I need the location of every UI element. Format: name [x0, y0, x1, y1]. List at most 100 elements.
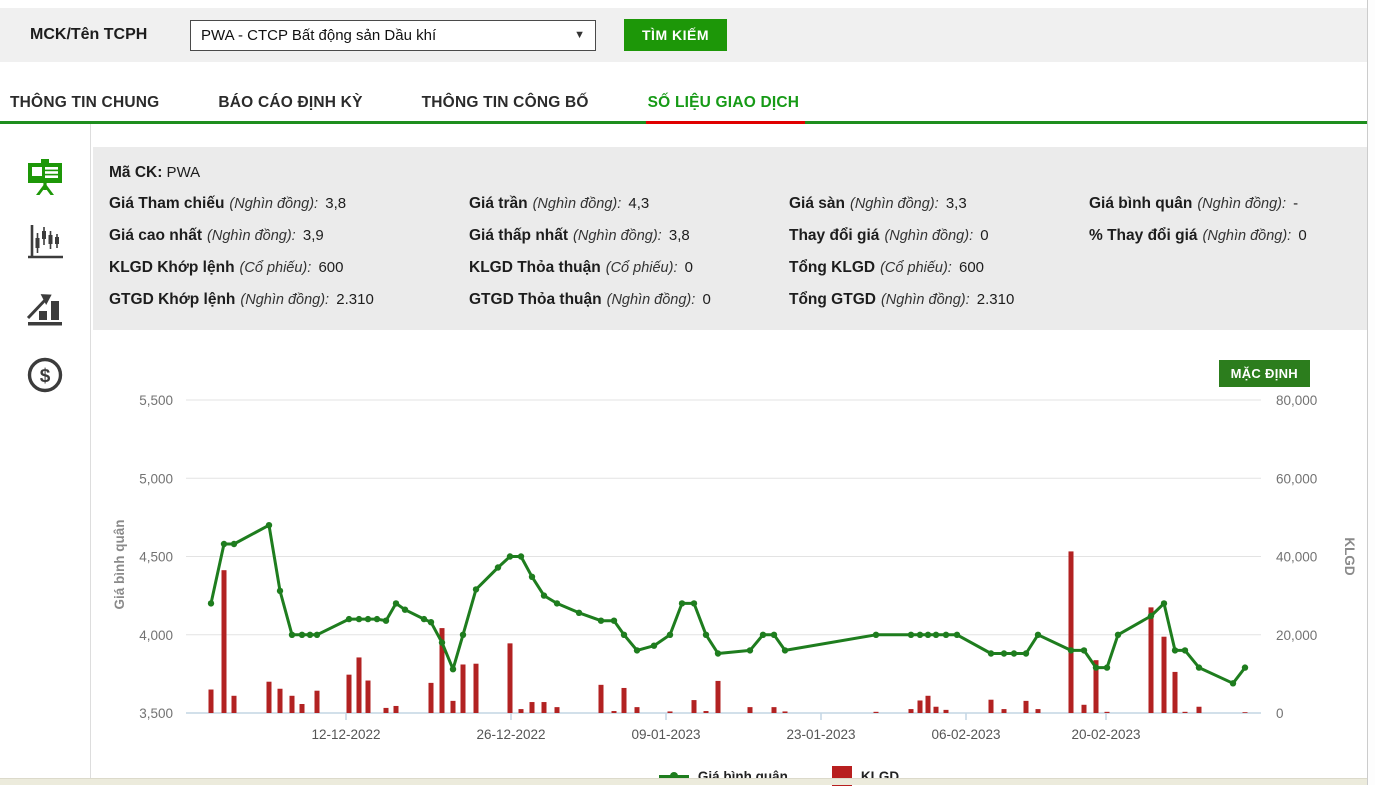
- volume-bar: [460, 664, 466, 713]
- info-label: GTGD Khớp lệnh: [109, 291, 236, 308]
- price-point: [924, 631, 932, 638]
- ticker-select-value: PWA - CTCP Bất động sản Dầu khí: [201, 26, 437, 44]
- content: $ Mã CK: PWA Giá Tham chiếu (Nghìn đồng): …: [0, 124, 1367, 786]
- default-button[interactable]: MẶC ĐỊNH: [1218, 360, 1310, 387]
- price-point: [220, 540, 228, 548]
- price-point: [1034, 631, 1042, 638]
- info-unit: (Nghìn đồng):: [532, 196, 622, 212]
- ticker-select[interactable]: PWA - CTCP Bất động sản Dầu khí ▼: [190, 19, 596, 51]
- volume-bar: [611, 711, 617, 713]
- search-button[interactable]: TÌM KIẾM: [624, 19, 727, 51]
- info-label: Giá sàn: [789, 195, 845, 212]
- x-axis-label: 26-12-2022: [476, 727, 545, 742]
- info-cell: Giá Tham chiếu (Nghìn đồng): 3,8: [109, 188, 469, 220]
- price-point: [907, 631, 915, 638]
- info-label: % Thay đổi giá: [1089, 227, 1198, 244]
- volume-bar: [383, 707, 389, 713]
- info-value: 600: [954, 259, 985, 276]
- volume-bar: [1093, 660, 1099, 713]
- price-point: [1160, 600, 1168, 607]
- volume-bar: [365, 680, 371, 713]
- volume-bar: [393, 705, 399, 713]
- volume-bar: [221, 570, 227, 713]
- info-value: 3,8: [664, 227, 690, 244]
- volume-bar: [1161, 636, 1167, 713]
- right-axis-tick: 20,000: [1276, 628, 1317, 643]
- right-axis-title: KLGD: [1342, 537, 1357, 575]
- volume-bar: [346, 674, 352, 713]
- price-point: [298, 631, 306, 638]
- volume-bar: [621, 687, 627, 713]
- info-value: 3,9: [298, 227, 324, 244]
- price-point: [770, 631, 778, 638]
- left-axis-tick: 4,500: [139, 550, 173, 565]
- info-value: 4,3: [624, 195, 650, 212]
- price-point: [345, 615, 353, 623]
- horizontal-scrollbar[interactable]: [0, 778, 1375, 785]
- volume-bar: [299, 704, 305, 713]
- left-axis-tick: 5,500: [139, 393, 173, 408]
- svg-text:$: $: [40, 366, 51, 387]
- volume-bar: [715, 680, 721, 713]
- main-panel: Mã CK: PWA Giá Tham chiếu (Nghìn đồng): 3,…: [91, 124, 1367, 786]
- price-point: [265, 522, 273, 529]
- price-point: [313, 631, 321, 638]
- right-axis-tick: 40,000: [1276, 550, 1317, 565]
- price-point: [288, 631, 296, 638]
- volume-bar: [554, 707, 560, 713]
- presentation-chart-icon[interactable]: [25, 157, 65, 197]
- price-point: [427, 619, 435, 626]
- price-point: [276, 587, 284, 595]
- info-unit: (Nghìn đồng):: [573, 228, 662, 244]
- info-cell: Mã CK: PWA: [109, 157, 469, 188]
- tab-so-lieu-giao-dich[interactable]: SỐ LIỆU GIAO DỊCH: [645, 88, 805, 124]
- price-point: [355, 615, 363, 623]
- volume-bar: [231, 695, 237, 713]
- price-point: [932, 631, 940, 638]
- volume-bar: [598, 684, 604, 713]
- info-cell: KLGD Khớp lệnh (Cổ phiếu): 600: [109, 252, 469, 284]
- info-value: 600: [314, 259, 344, 276]
- price-point: [916, 631, 924, 638]
- info-cell: Giá trần (Nghìn đồng): 4,3: [469, 188, 789, 220]
- price-volume-chart[interactable]: 3,500 0 4,000 20,000 4,500 40,000 5,000 60,000 5…: [91, 350, 1375, 754]
- tab-bao-cao-dinh-ky[interactable]: BÁO CÁO ĐỊNH KỲ: [218, 94, 363, 111]
- volume-bar: [873, 711, 879, 713]
- info-label: Tổng KLGD: [789, 259, 876, 276]
- volume-bar: [634, 707, 640, 713]
- info-label: Giá thấp nhất: [469, 227, 569, 244]
- volume-bar: [917, 700, 923, 713]
- tab-thong-tin-chung[interactable]: THÔNG TIN CHUNG: [10, 94, 160, 111]
- info-label: Thay đổi giá: [789, 227, 880, 244]
- chart-panel: MẶC ĐỊNH 3,500 0 4,000 20,000 4,500 40,000 5,0…: [91, 350, 1367, 792]
- info-row: Giá Tham chiếu (Nghìn đồng): 3,8 Giá trần(…: [109, 188, 1351, 220]
- vertical-scrollbar[interactable]: [1367, 0, 1375, 785]
- price-point: [382, 617, 390, 624]
- right-axis-tick: 0: [1276, 706, 1284, 721]
- price-point: [1147, 612, 1155, 620]
- info-cell: Giá thấp nhất (Nghìn đồng): 3,8: [469, 220, 789, 252]
- price-point: [506, 553, 514, 560]
- volume-bar: [356, 657, 362, 713]
- x-axis-label: 20-02-2023: [1071, 727, 1140, 742]
- ticker-select-label: MCK/Tên TCPH: [30, 26, 148, 43]
- bar-chart-growth-icon[interactable]: [25, 289, 65, 329]
- price-point: [620, 631, 628, 638]
- left-axis-tick: 4,000: [139, 628, 173, 643]
- price-point: [1103, 664, 1111, 671]
- price-point: [528, 573, 536, 580]
- tab-thong-tin-cong-bo[interactable]: THÔNG TIN CÔNG BỐ: [421, 94, 589, 111]
- candlestick-chart-icon[interactable]: [25, 223, 65, 263]
- volume-bar: [771, 707, 777, 713]
- dollar-coin-icon[interactable]: $: [25, 355, 65, 395]
- info-cell: Tổng KLGD (Cổ phiếu): 600: [789, 252, 1089, 284]
- price-point: [872, 631, 880, 638]
- info-label: Giá Tham chiếu: [109, 195, 225, 212]
- x-axis-label: 06-02-2023: [931, 727, 1000, 742]
- info-unit: (Nghìn đồng):: [606, 292, 696, 308]
- info-unit: (Nghìn đồng):: [880, 292, 970, 308]
- info-label: Giá bình quân: [1089, 195, 1193, 212]
- info-unit: (Nghìn đồng):: [850, 196, 939, 212]
- volume-bar: [782, 711, 788, 713]
